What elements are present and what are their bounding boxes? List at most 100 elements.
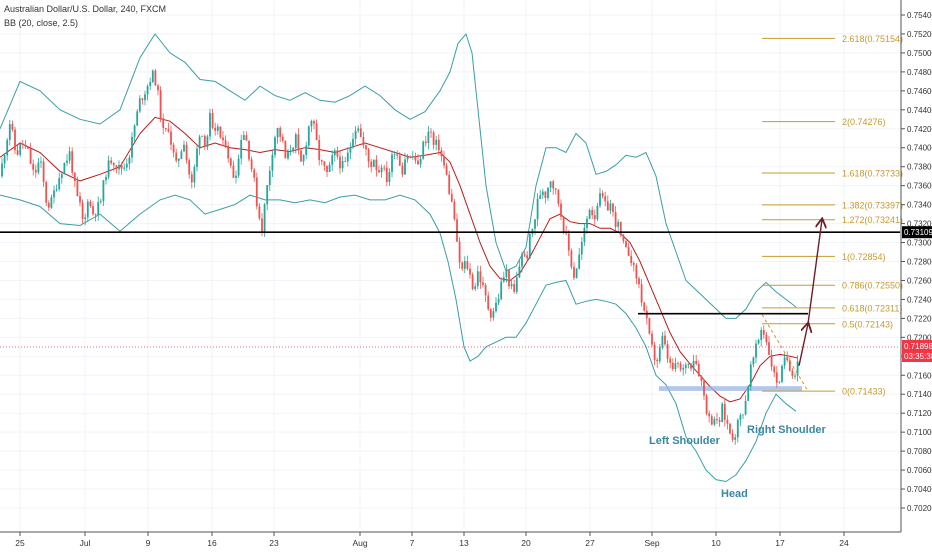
- candle-body: [196, 148, 198, 167]
- candle-body: [253, 169, 256, 178]
- candle-body: [521, 254, 523, 267]
- candle-body: [721, 403, 724, 422]
- candle-body: [588, 210, 591, 219]
- projection-arrows-layer: [798, 220, 822, 366]
- candle-body: [287, 151, 289, 159]
- candle-body: [16, 150, 19, 155]
- candle-body: [632, 263, 635, 265]
- candle-body: [279, 127, 282, 137]
- candle-body: [505, 269, 508, 278]
- candle-body: [422, 141, 425, 159]
- candle-body: [177, 158, 180, 161]
- candle-body: [362, 136, 365, 146]
- resistance-price-tag-text: 0.73109: [904, 228, 932, 237]
- candle-body: [222, 137, 224, 141]
- candle-body: [495, 302, 497, 312]
- candle-body: [29, 148, 32, 164]
- candle-body: [708, 413, 711, 417]
- candle-body: [445, 165, 448, 175]
- candle-body: [716, 418, 718, 420]
- candle-body: [497, 299, 500, 303]
- fib-level-label: 0.5(0.72143): [842, 319, 893, 329]
- candle-body: [94, 214, 97, 216]
- candle-body: [526, 255, 529, 259]
- candle-body: [68, 151, 71, 161]
- support-zone: [659, 386, 802, 391]
- time-axis-tick-label: 23: [269, 538, 279, 548]
- candle-body: [531, 228, 534, 234]
- candle-body: [71, 151, 74, 173]
- candle-body: [773, 366, 776, 373]
- candle-body: [461, 262, 464, 269]
- candle-body: [216, 126, 219, 131]
- candle-body: [534, 219, 536, 229]
- time-axis-tick-label: 7: [410, 538, 415, 548]
- candle-body: [684, 364, 687, 369]
- candle-body: [190, 174, 193, 183]
- candle-body: [401, 165, 404, 175]
- indicator-label[interactable]: BB (20, close, 2.5): [4, 18, 79, 28]
- candle-body: [172, 144, 175, 153]
- bb-upper-band: [0, 32, 797, 319]
- candle-body: [580, 241, 583, 255]
- candle-body: [427, 131, 430, 144]
- candle-body: [586, 218, 588, 228]
- fib-level-label: 2.618(0.75154): [842, 34, 903, 44]
- fib-trend-line: [761, 314, 809, 392]
- candle-body: [510, 284, 513, 287]
- candle-body: [326, 165, 328, 172]
- candle-body: [518, 266, 521, 278]
- candle-body: [323, 161, 326, 166]
- candle-body: [796, 361, 799, 376]
- candle-body: [781, 365, 783, 382]
- candle-body: [671, 362, 674, 370]
- candle-body: [391, 154, 393, 173]
- bb-lower-band: [0, 194, 797, 483]
- candle-body: [705, 395, 708, 414]
- time-axis-tick-label: Jul: [80, 538, 91, 548]
- candle-body: [469, 268, 471, 275]
- candle-body: [370, 161, 373, 168]
- time-axis-tick-label: 20: [521, 538, 531, 548]
- candle-body: [341, 160, 344, 169]
- candle-body: [34, 169, 37, 173]
- candle-body: [344, 160, 347, 162]
- candle-body: [380, 167, 383, 173]
- candle-body: [651, 333, 653, 345]
- candle-body: [723, 403, 726, 420]
- candle-body: [232, 165, 235, 178]
- candle-body: [794, 375, 796, 377]
- candle-body: [547, 187, 549, 199]
- candle-body: [656, 359, 659, 362]
- candle-body: [151, 70, 154, 83]
- candle-body: [123, 167, 126, 169]
- candle-body: [432, 132, 435, 145]
- candle-body: [448, 174, 451, 194]
- candle-body: [544, 191, 547, 199]
- candle-body: [692, 360, 695, 369]
- candle-body: [333, 150, 336, 156]
- candle-body: [336, 150, 339, 157]
- candle-body: [736, 419, 739, 438]
- candle-body: [557, 189, 560, 204]
- grid-layer: [0, 0, 900, 532]
- candle-body: [404, 159, 406, 175]
- candle-body: [92, 206, 94, 215]
- time-axis-tick-label: 27: [585, 538, 595, 548]
- fib-level-label: 0.786(0.72550): [842, 281, 903, 291]
- candle-body: [120, 164, 123, 169]
- candle-body: [359, 128, 362, 137]
- candle-body: [419, 158, 422, 165]
- candle-body: [346, 152, 349, 162]
- time-axis-tick-label: 10: [711, 538, 721, 548]
- fib-level-label: 1.382(0.73397): [842, 200, 903, 210]
- candle-body: [393, 154, 396, 156]
- candle-body: [305, 145, 308, 156]
